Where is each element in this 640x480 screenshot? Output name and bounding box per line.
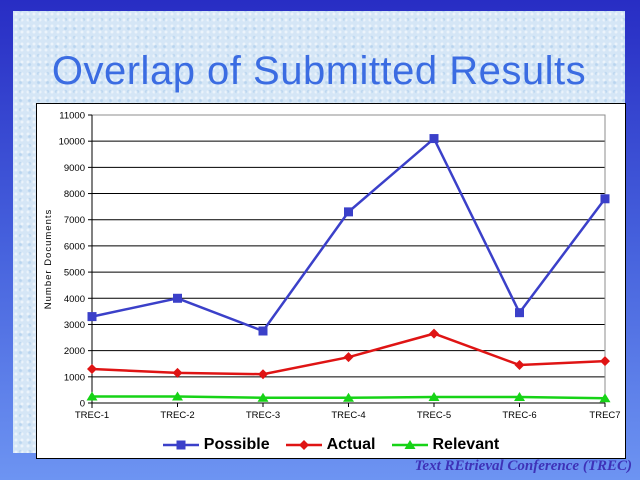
- square-marker-icon: [162, 440, 199, 450]
- svg-text:1000: 1000: [64, 372, 85, 383]
- svg-text:7000: 7000: [64, 215, 85, 226]
- svg-text:3000: 3000: [64, 320, 85, 331]
- svg-text:TREC-3: TREC-3: [246, 410, 280, 421]
- svg-text:10000: 10000: [59, 137, 85, 148]
- legend-label: Relevant: [432, 436, 500, 453]
- legend-item-relevant: Relevant: [391, 436, 500, 454]
- svg-text:9000: 9000: [64, 163, 85, 174]
- svg-text:TREC-5: TREC-5: [417, 410, 451, 421]
- slide-inner-panel: Overlap of Submitted Results 0 1000 2000 30…: [13, 11, 626, 459]
- svg-text:TREC-4: TREC-4: [331, 410, 365, 421]
- svg-text:2000: 2000: [64, 346, 85, 357]
- footer-text: Text REtrieval Conference (TREC): [414, 458, 632, 474]
- svg-text:4000: 4000: [64, 294, 85, 305]
- svg-text:TREC-2: TREC-2: [160, 410, 194, 421]
- svg-text:11000: 11000: [59, 111, 85, 122]
- legend-label: Actual: [326, 436, 376, 453]
- svg-text:6000: 6000: [64, 241, 85, 252]
- chart-plot: 0 1000 2000 3000 4000 5000 6000 7000 8000 9000 100…: [43, 111, 621, 422]
- svg-text:0: 0: [80, 399, 85, 410]
- svg-text:TREC-6: TREC-6: [502, 410, 536, 421]
- page-title: Overlap of Submitted Results: [51, 49, 587, 93]
- svg-text:Number Documents: Number Documents: [43, 209, 54, 309]
- legend-label: Possible: [203, 436, 270, 453]
- svg-text:5000: 5000: [64, 268, 85, 279]
- legend-item-possible: Possible: [162, 436, 270, 454]
- chart-legend: Possible Actual Relevant: [37, 436, 625, 454]
- legend-item-actual: Actual: [285, 436, 376, 454]
- triangle-marker-icon: [391, 440, 428, 449]
- diamond-marker-icon: [285, 440, 322, 450]
- svg-text:TREC-1: TREC-1: [75, 410, 109, 421]
- svg-text:TREC7: TREC7: [589, 410, 620, 421]
- chart: 0 1000 2000 3000 4000 5000 6000 7000 8000 9000 100…: [36, 103, 626, 459]
- svg-text:8000: 8000: [64, 189, 85, 200]
